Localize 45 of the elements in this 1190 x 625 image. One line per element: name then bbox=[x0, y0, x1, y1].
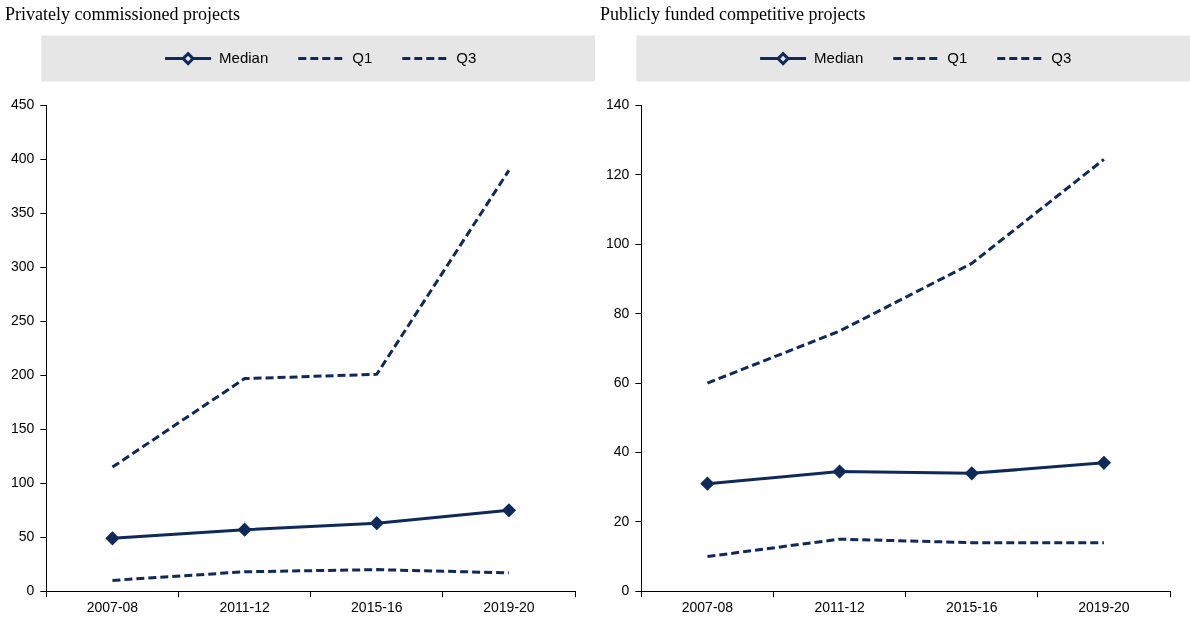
point bbox=[1097, 456, 1111, 470]
y-tick-label: 140 bbox=[606, 96, 630, 113]
legend-label: Q3 bbox=[1051, 48, 1072, 66]
x-tick-label: 2011-12 bbox=[219, 599, 270, 616]
point bbox=[700, 477, 714, 491]
y-tick-label: 0 bbox=[26, 582, 35, 599]
y-tick-label: 40 bbox=[613, 443, 630, 460]
point bbox=[370, 516, 384, 530]
y-tick-label: 100 bbox=[606, 235, 630, 252]
x-tick-label: 2015-16 bbox=[351, 599, 403, 616]
y-tick-label: 250 bbox=[11, 312, 35, 329]
y-tick-label: 300 bbox=[11, 258, 35, 275]
y-tick-label: 50 bbox=[18, 528, 35, 545]
y-tick-label: 100 bbox=[11, 474, 35, 491]
y-tick-label: 150 bbox=[11, 420, 35, 437]
point bbox=[502, 503, 516, 517]
point bbox=[833, 465, 847, 479]
chart-title: Publicly funded competitive projects bbox=[600, 3, 866, 24]
x-tick-label: 2019-20 bbox=[1078, 599, 1130, 616]
x-tick-label: 2019-20 bbox=[483, 599, 535, 616]
y-tick-label: 20 bbox=[613, 512, 630, 529]
point bbox=[965, 466, 979, 480]
line-series bbox=[705, 157, 1106, 385]
legend-label: Q1 bbox=[352, 48, 373, 66]
legend-label: Q3 bbox=[456, 48, 477, 66]
legend-label: Q1 bbox=[947, 48, 968, 66]
y-tick-label: 80 bbox=[613, 304, 630, 321]
x-tick-label: 2011-12 bbox=[814, 599, 865, 616]
x-tick-label: 2007-08 bbox=[86, 599, 139, 616]
line-series bbox=[110, 168, 511, 469]
point bbox=[238, 523, 252, 537]
x-tick-label: 2015-16 bbox=[946, 599, 998, 616]
legend-label: Median bbox=[814, 48, 864, 66]
line-series bbox=[110, 568, 511, 582]
y-tick-label: 350 bbox=[11, 204, 35, 221]
legend-label: Median bbox=[219, 48, 269, 66]
chart-title: Privately commissioned projects bbox=[5, 3, 240, 24]
x-tick-label: 2007-08 bbox=[681, 599, 734, 616]
y-tick-label: 400 bbox=[11, 150, 35, 167]
point bbox=[105, 531, 119, 545]
y-tick-label: 450 bbox=[11, 96, 35, 113]
y-tick-label: 200 bbox=[11, 366, 35, 383]
y-tick-label: 120 bbox=[606, 165, 630, 182]
y-tick-label: 60 bbox=[613, 373, 630, 390]
y-tick-label: 0 bbox=[621, 582, 630, 599]
